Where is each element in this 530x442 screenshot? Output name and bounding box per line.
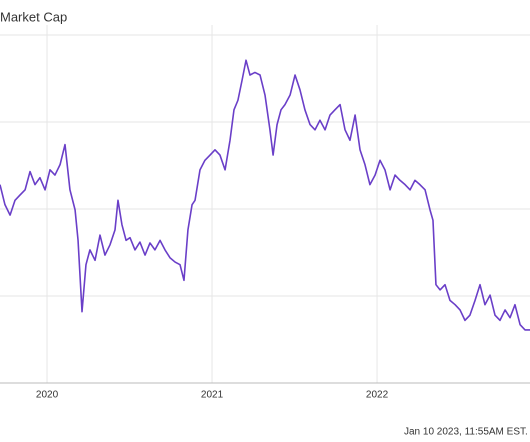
x-tick-label: 2021 [201,390,224,401]
chart-title: Market Cap [0,9,67,24]
x-tick-label: 2020 [36,390,59,401]
price-line [0,59,530,331]
x-tick-label: 2022 [366,390,389,401]
footer-note: Jan 10 2023, 11:55AM EST. Powere [404,427,530,438]
